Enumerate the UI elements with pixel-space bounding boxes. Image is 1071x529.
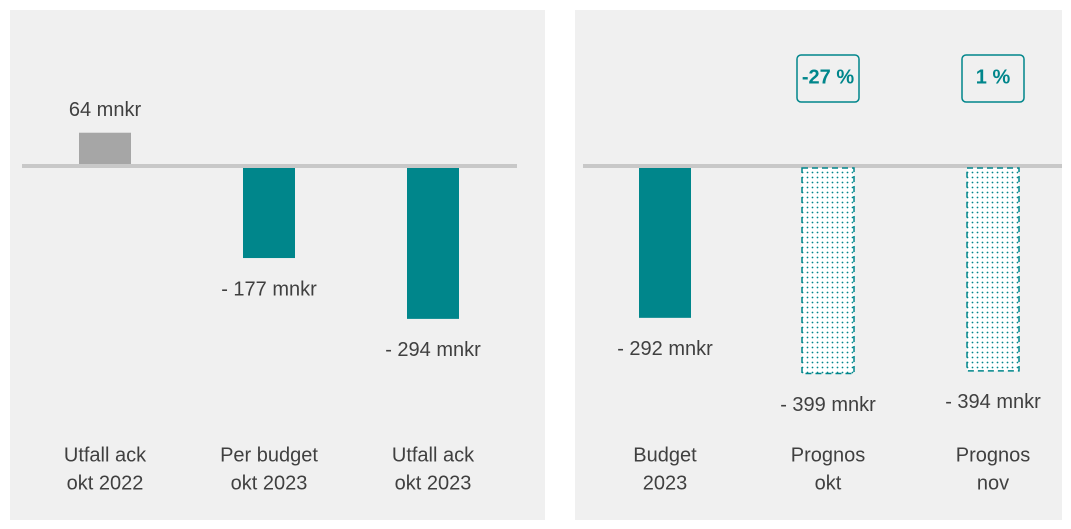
annotation: 1 % — [976, 66, 1011, 88]
value-label: - 394 mnkr — [945, 391, 1041, 413]
category-label: okt — [815, 472, 842, 494]
category-label: Utfall ack — [392, 444, 475, 466]
bar — [79, 132, 131, 164]
category-label: nov — [977, 472, 1009, 494]
category-label: 2023 — [643, 472, 688, 494]
category-label: Utfall ack — [64, 444, 147, 466]
value-label: - 177 mnkr — [221, 278, 317, 300]
bar — [801, 167, 855, 375]
category-label: Budget — [633, 444, 697, 466]
value-label: 64 mnkr — [69, 99, 142, 121]
category-label: okt 2023 — [395, 472, 472, 494]
bar — [639, 168, 691, 318]
value-label: - 294 mnkr — [385, 339, 481, 361]
category-label: Prognos — [956, 444, 1031, 466]
category-label: Prognos — [791, 444, 866, 466]
bar — [243, 168, 295, 259]
annotation-box — [796, 54, 860, 103]
bar — [407, 168, 459, 319]
bar — [966, 167, 1020, 372]
value-label: - 292 mnkr — [617, 338, 713, 360]
category-label: Per budget — [220, 444, 318, 466]
annotation: -27 % — [802, 66, 854, 88]
value-label: - 399 mnkr — [780, 394, 876, 416]
category-label: okt 2023 — [231, 472, 308, 494]
category-label: okt 2022 — [67, 472, 144, 494]
annotation-box — [961, 54, 1025, 103]
